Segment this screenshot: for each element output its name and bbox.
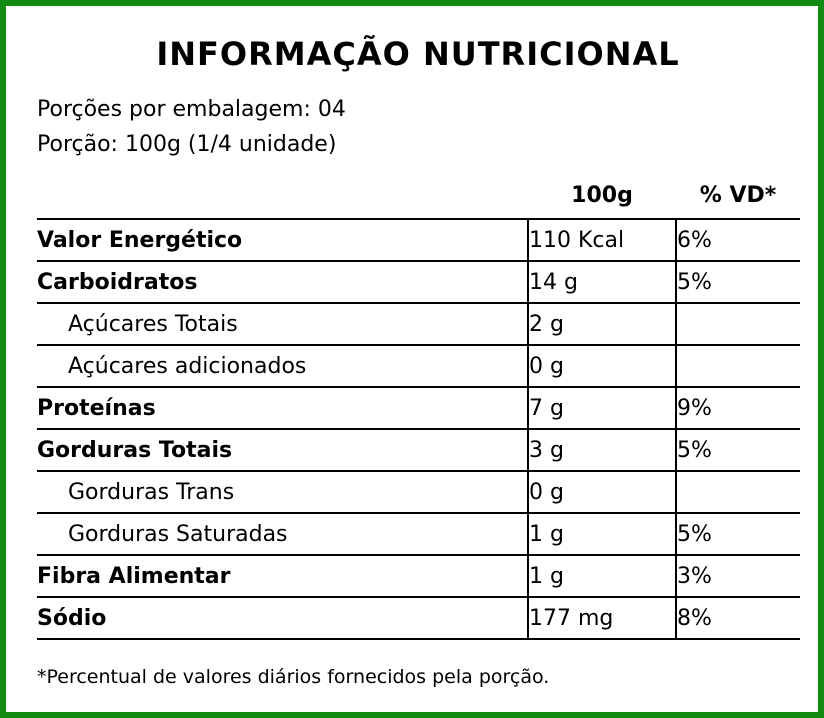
nutrient-amount: 110 Kcal [527,219,676,261]
table-row: Fibra Alimentar 1 g 3% [37,555,800,597]
nutrient-amount: 14 g [527,261,676,303]
nutrient-daily-value: 5% [675,261,800,303]
nutrient-amount: 2 g [527,303,676,345]
column-header-daily-value: % VD* [699,183,777,208]
table-row: Sódio 177 mg 8% [37,597,800,639]
nutrient-daily-value: 8% [675,597,800,639]
nutrient-amount: 1 g [527,513,676,555]
nutrient-amount: 0 g [527,345,676,387]
nutrient-amount: 177 mg [527,597,676,639]
nutrient-name: Açúcares Totais [68,311,238,337]
nutrient-name: Gorduras Saturadas [68,521,288,547]
table-row: Valor Energético 110 Kcal 6% [37,219,800,261]
table-row: Carboidratos 14 g 5% [37,261,800,303]
nutrient-daily-value: 5% [675,513,800,555]
nutrient-name: Valor Energético [37,227,243,253]
label-title: INFORMAÇÃO NUTRICIONAL [156,35,680,73]
nutrient-amount: 0 g [527,471,676,513]
table-row: Gorduras Trans 0 g [37,471,800,513]
nutrient-amount: 1 g [527,555,676,597]
nutrition-table: Valor Energético 110 Kcal 6% Carboidrato… [37,218,800,640]
table-row: Açúcares adicionados 0 g [37,345,800,387]
nutrient-amount: 7 g [527,387,676,429]
nutrient-daily-value: 5% [675,429,800,471]
nutrient-name: Sódio [37,605,107,631]
nutrient-daily-value: 9% [675,387,800,429]
nutrient-name: Gorduras Totais [37,437,233,463]
table-row: Gorduras Totais 3 g 5% [37,429,800,471]
nutrient-name: Fibra Alimentar [37,563,231,589]
nutrient-name: Proteínas [37,395,156,421]
serving-size: Porção: 100g (1/4 unidade) [37,132,337,157]
nutrient-name: Gorduras Trans [68,479,235,505]
table-row: Açúcares Totais 2 g [37,303,800,345]
footnote: *Percentual de valores diários fornecido… [37,666,550,688]
nutrient-name: Carboidratos [37,269,198,295]
nutrient-daily-value [675,303,800,345]
table-row: Gorduras Saturadas 1 g 5% [37,513,800,555]
nutrient-daily-value [675,345,800,387]
nutrient-name: Açúcares adicionados [68,353,307,379]
nutrient-daily-value: 3% [675,555,800,597]
servings-per-package: Porções por embalagem: 04 [37,97,346,122]
nutrient-daily-value: 6% [675,219,800,261]
nutrient-daily-value [675,471,800,513]
table-row: Proteínas 7 g 9% [37,387,800,429]
column-header-amount: 100g [571,183,633,208]
nutrient-amount: 3 g [527,429,676,471]
